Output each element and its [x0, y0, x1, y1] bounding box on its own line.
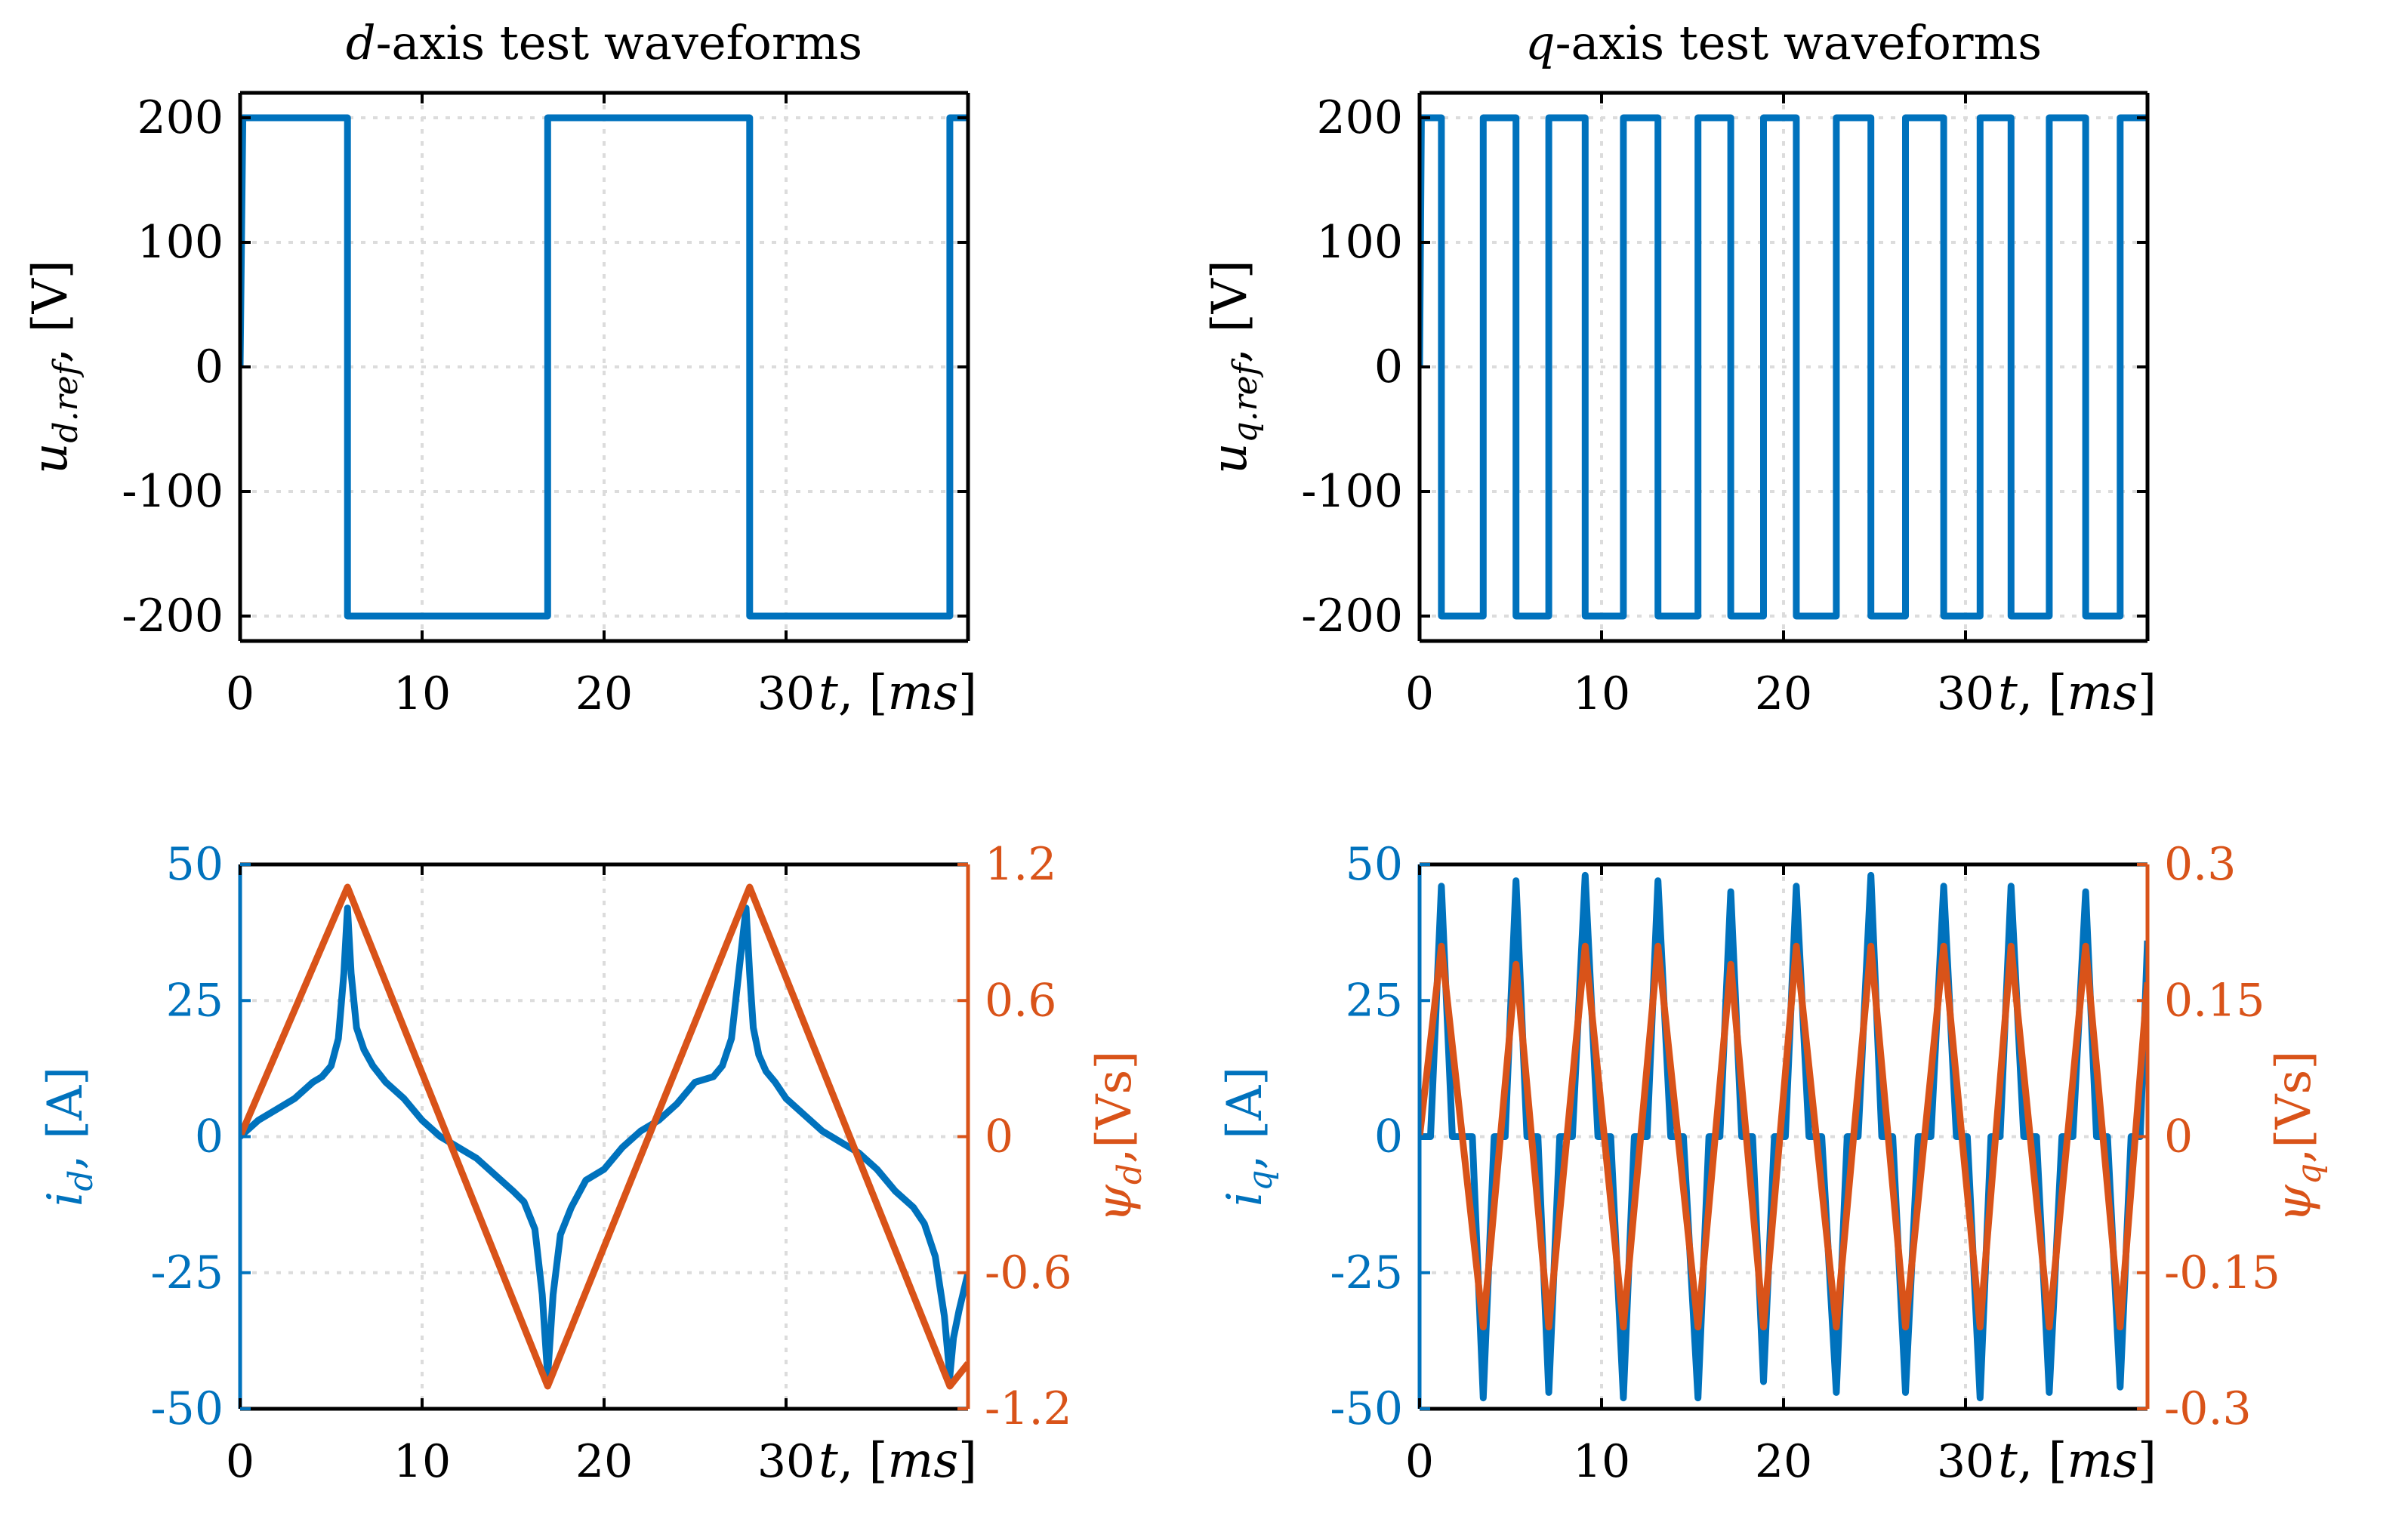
series-line-orange — [1420, 942, 2147, 1331]
x-tick-label: 20 — [575, 1435, 633, 1488]
y-tick-label: 100 — [1316, 216, 1403, 269]
plot-area — [1420, 871, 2147, 1402]
x-tick-label: 10 — [1573, 1435, 1630, 1488]
y-tick-label: -100 — [1301, 465, 1403, 518]
y-tick-label: -100 — [122, 465, 224, 518]
y2-tick-label: 0.6 — [985, 974, 1056, 1027]
series-line-blue — [240, 114, 968, 620]
y-tick-label: 0 — [1374, 340, 1403, 393]
y2-tick-label: 0.3 — [2164, 838, 2236, 891]
y2-tick-label: 1.2 — [985, 838, 1056, 891]
y-tick-label: -25 — [150, 1246, 224, 1299]
x-tick-label: 20 — [1755, 1435, 1812, 1488]
chart-iq: 0 10 20 30 50 25 0 -25 -50 0.3 0.15 0 -0.15 -0.3t, [m… — [1217, 838, 2329, 1489]
y-tick-label: -50 — [1330, 1382, 1403, 1435]
y-axis-label: ud.ref, [V] — [23, 260, 85, 474]
y-tick-label: -25 — [1330, 1246, 1403, 1299]
y-tick-label: 50 — [1346, 838, 1403, 891]
x-tick-label: 20 — [575, 667, 633, 720]
y2-tick-label: -0.6 — [985, 1246, 1072, 1299]
plot-area — [240, 883, 968, 1390]
x-tick-label: 0 — [1405, 667, 1434, 720]
plot-area — [1420, 114, 2147, 620]
chart-id: 0 10 20 30 50 25 0 -25 -50 1.2 0.6 0 -0.6 -1.2t, [ms]… — [38, 838, 1149, 1489]
y-axis-label: id, [A] — [38, 1067, 100, 1206]
chart-title: d-axis test waveforms — [346, 15, 862, 70]
y-tick-label: 25 — [1346, 974, 1403, 1027]
y-tick-label: 100 — [137, 216, 224, 269]
y2-tick-label: 0 — [2164, 1111, 2193, 1163]
series-line-orange — [240, 883, 968, 1390]
chart-uq: 0 10 20 30 200 100 0 -100 -200 q-axis test wavefo… — [1202, 15, 2157, 721]
x-axis-label: t, [ms] — [1998, 1433, 2157, 1489]
x-tick-label: 20 — [1755, 667, 1812, 720]
x-tick-label: 30 — [757, 1435, 815, 1488]
x-tick-label: 30 — [1937, 1435, 1994, 1488]
x-axis-label: t, [ms] — [819, 1433, 977, 1489]
x-tick-label: 0 — [1405, 1435, 1434, 1488]
x-axis-label: t, [ms] — [1998, 665, 2157, 721]
y-tick-label: 200 — [137, 91, 224, 144]
x-tick-label: 30 — [757, 667, 815, 720]
y-tick-label: 25 — [166, 974, 224, 1027]
y-tick-label: 0 — [195, 340, 224, 393]
x-tick-label: 0 — [226, 667, 254, 720]
y-axis-label: uq.ref, [V] — [1202, 260, 1265, 474]
y-tick-label: -200 — [122, 590, 224, 642]
y-tick-label: 200 — [1316, 91, 1403, 144]
x-tick-label: 0 — [226, 1435, 254, 1488]
y-tick-label: 0 — [1374, 1111, 1403, 1163]
x-tick-label: 30 — [1937, 667, 1994, 720]
x-axis-label: t, [ms] — [819, 665, 977, 721]
y-axis-label: iq, [A] — [1217, 1067, 1280, 1206]
chart-title: q-axis test waveforms — [1525, 15, 2042, 70]
y2-tick-label: 0.15 — [2164, 974, 2265, 1027]
y2-axis-label: ψd,[Vs] — [1087, 1051, 1149, 1223]
y2-tick-label: -0.15 — [2164, 1246, 2280, 1299]
y2-tick-label: 0 — [985, 1111, 1013, 1163]
y2-axis-label: ψq,[Vs] — [2266, 1051, 2329, 1223]
y-tick-label: 50 — [166, 838, 224, 891]
x-tick-label: 10 — [393, 667, 451, 720]
chart-ud: 0 10 20 30 200 100 0 -100 -200 d-axis test wavefo… — [23, 15, 977, 721]
y2-tick-label: -0.3 — [2164, 1382, 2252, 1435]
y-tick-label: 0 — [195, 1111, 224, 1163]
y-tick-label: -200 — [1301, 590, 1403, 642]
series-line-blue — [240, 904, 968, 1380]
series-line-blue — [1420, 114, 2147, 620]
y2-tick-label: -1.2 — [985, 1382, 1072, 1435]
x-tick-label: 10 — [393, 1435, 451, 1488]
y-tick-label: -50 — [150, 1382, 224, 1435]
x-tick-label: 10 — [1573, 667, 1630, 720]
plot-area — [240, 114, 968, 620]
